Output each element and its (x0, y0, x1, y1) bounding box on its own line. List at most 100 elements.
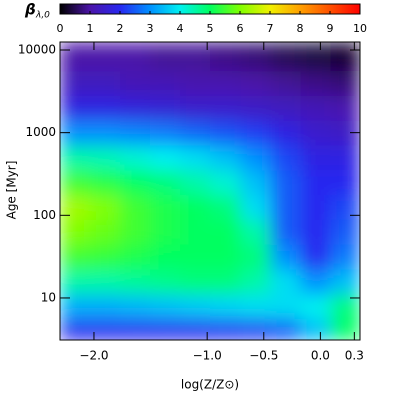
heatmap-cell (180, 318, 211, 340)
heatmap-cell (240, 70, 272, 96)
heatmap-cell (90, 70, 121, 96)
heatmap-cell (270, 269, 302, 295)
colorbar-tick-label: 8 (297, 22, 304, 35)
heatmap-cell (90, 194, 121, 220)
y-axis-label: Age [Myr] (5, 161, 19, 220)
heatmap-cell (60, 70, 91, 96)
y-tick-label: 1000 (25, 125, 56, 139)
heatmap-cell (150, 219, 181, 245)
heatmap-cell (330, 244, 360, 270)
heatmap-cell (90, 95, 121, 121)
heatmap-cell (210, 293, 242, 320)
heatmap-cell (90, 145, 121, 171)
heatmap-cell (210, 194, 242, 220)
heatmap-cell (270, 145, 302, 171)
heatmap-cell (210, 95, 242, 121)
colorbar-tick-label: 6 (237, 22, 244, 35)
heatmap-cell (120, 120, 151, 146)
heatmap-cell (330, 318, 360, 340)
heatmap-cell (180, 145, 211, 171)
heatmap-cell (210, 169, 242, 196)
heatmap-cell (330, 219, 360, 245)
heatmap-cell (120, 269, 151, 295)
heatmap-cell (150, 244, 181, 270)
colorbar-tick-label: 2 (117, 22, 124, 35)
heatmap-cell (120, 219, 151, 245)
heatmap-cell (180, 219, 211, 245)
heatmap-cells (60, 42, 360, 340)
heatmap-cell (90, 318, 121, 340)
heatmap-cell (270, 120, 302, 146)
heatmap-cell (300, 293, 332, 320)
colorbar-tick-label: 0 (57, 22, 64, 35)
colorbar-tick-label: 5 (207, 22, 214, 35)
heatmap-cell (150, 42, 181, 72)
heatmap-cell (180, 70, 211, 96)
heatmap-cell (270, 244, 302, 270)
y-tick-label: 10 (41, 290, 56, 304)
heatmap-cell (330, 169, 360, 196)
heatmap-cell (210, 120, 242, 146)
heatmap-cell (150, 70, 181, 96)
heatmap-cell (120, 145, 151, 171)
heatmap-cell (90, 219, 121, 245)
heatmap-cell (60, 95, 91, 121)
heatmap-cell (180, 95, 211, 121)
colorbar-tick-label: 3 (147, 22, 154, 35)
heatmap-cell (210, 42, 242, 72)
heatmap-cell (300, 95, 332, 121)
heatmap-cell (120, 318, 151, 340)
heatmap-cell (270, 194, 302, 220)
y-tick-label: 10000 (18, 43, 56, 57)
y-tick-label: 100 (33, 208, 56, 222)
heatmap-cell (120, 244, 151, 270)
heatmap-cell (120, 70, 151, 96)
x-tick-label: 0.3 (345, 349, 364, 363)
heatmap-cell (240, 95, 272, 121)
heatmap-cell (300, 70, 332, 96)
heatmap-cell (60, 194, 91, 220)
heatmap-cell (180, 42, 211, 72)
heatmap-cell (210, 145, 242, 171)
heatmap-cell (270, 42, 302, 72)
heatmap-cell (180, 269, 211, 295)
heatmap-cell (90, 169, 121, 196)
heatmap-cell (150, 120, 181, 146)
heatmap-cell (300, 194, 332, 220)
heatmap-cell (150, 95, 181, 121)
heatmap-cell (150, 318, 181, 340)
heatmap-cell (180, 194, 211, 220)
colorbar-label: β (24, 1, 36, 19)
heatmap-cell (150, 194, 181, 220)
heatmap (60, 42, 360, 340)
colorbar-tick-label: 10 (353, 22, 367, 35)
colorbar-tick-label: 4 (177, 22, 184, 35)
heatmap-cell (240, 293, 272, 320)
heatmap-cell (330, 42, 360, 72)
heatmap-cell (90, 269, 121, 295)
heatmap-cell (180, 169, 211, 196)
heatmap-cell (330, 95, 360, 121)
heatmap-cell (60, 42, 91, 72)
plot-frame (59, 41, 361, 341)
heatmap-cell (60, 219, 91, 245)
heatmap-cell (120, 95, 151, 121)
heatmap-cell (150, 145, 181, 171)
heatmap-cell (60, 244, 91, 270)
heatmap-cell (90, 244, 121, 270)
heatmap-cell (90, 42, 121, 72)
heatmap-cell (240, 145, 272, 171)
colorbar-tick-label: 1 (87, 22, 94, 35)
heatmap-cell (240, 244, 272, 270)
heatmap-cell (120, 169, 151, 196)
heatmap-cell (270, 70, 302, 96)
colorbar-tick-label: 7 (267, 22, 274, 35)
colorbar-tick-label: 9 (327, 22, 334, 35)
heatmap-cell (240, 120, 272, 146)
heatmap-cell (240, 219, 272, 245)
heatmap-cell (270, 293, 302, 320)
heatmap-cell (300, 244, 332, 270)
heatmap-cell (210, 70, 242, 96)
